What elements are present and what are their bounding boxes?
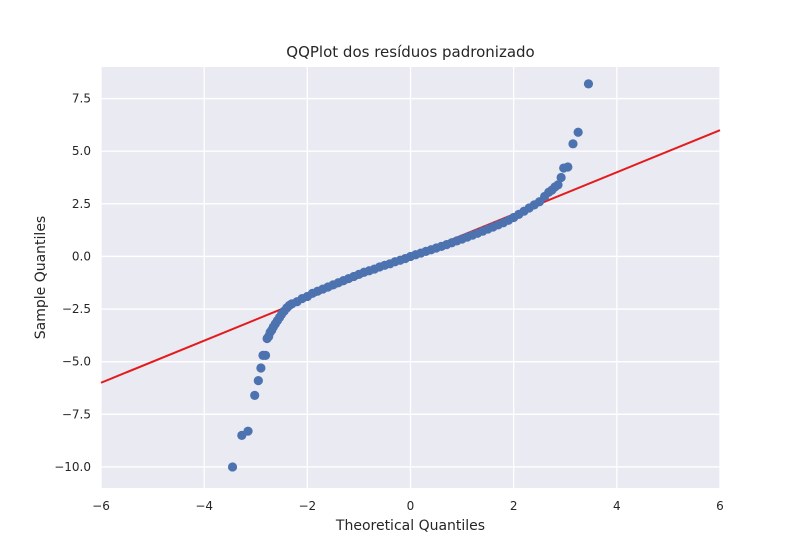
y-axis-label: Sample Quantiles xyxy=(33,216,49,339)
x-tick-label: 0 xyxy=(407,499,415,513)
data-point xyxy=(563,162,573,172)
data-point xyxy=(227,462,238,472)
data-point xyxy=(260,350,271,360)
x-tick-label: −2 xyxy=(298,499,316,513)
y-tick-label: 2.5 xyxy=(72,197,91,211)
data-point xyxy=(553,180,563,190)
y-tick-label: −10.0 xyxy=(54,460,91,474)
x-tick-label: −6 xyxy=(92,499,110,513)
x-tick-labels: −6 −4 −2 0 2 4 6 xyxy=(92,499,724,513)
y-tick-labels: −10.0 −7.5 −5.0 −2.5 0.0 2.5 5.0 7.5 xyxy=(54,92,91,474)
x-tick-label: 2 xyxy=(510,499,518,513)
data-point xyxy=(256,363,266,373)
data-point xyxy=(556,172,566,183)
y-tick-label: 7.5 xyxy=(72,92,91,106)
y-tick-label: 5.0 xyxy=(72,144,91,158)
data-point xyxy=(573,127,583,137)
y-tick-label: −5.0 xyxy=(62,355,91,369)
y-tick-label: −7.5 xyxy=(62,407,91,421)
x-tick-label: 6 xyxy=(716,499,724,513)
chart-title: QQPlot dos resíduos padronizado xyxy=(286,43,534,61)
x-tick-label: 4 xyxy=(613,499,621,513)
data-point xyxy=(568,139,578,149)
x-axis-label: Theoretical Quantiles xyxy=(335,518,485,534)
y-tick-label: 0.0 xyxy=(72,249,91,263)
data-points xyxy=(227,79,594,472)
y-tick-label: −2.5 xyxy=(62,302,91,316)
data-point xyxy=(583,79,594,89)
data-point xyxy=(243,426,253,436)
data-point xyxy=(253,376,263,386)
grid-lines xyxy=(100,67,721,488)
data-point xyxy=(250,390,260,400)
x-tick-label: −4 xyxy=(195,499,213,513)
